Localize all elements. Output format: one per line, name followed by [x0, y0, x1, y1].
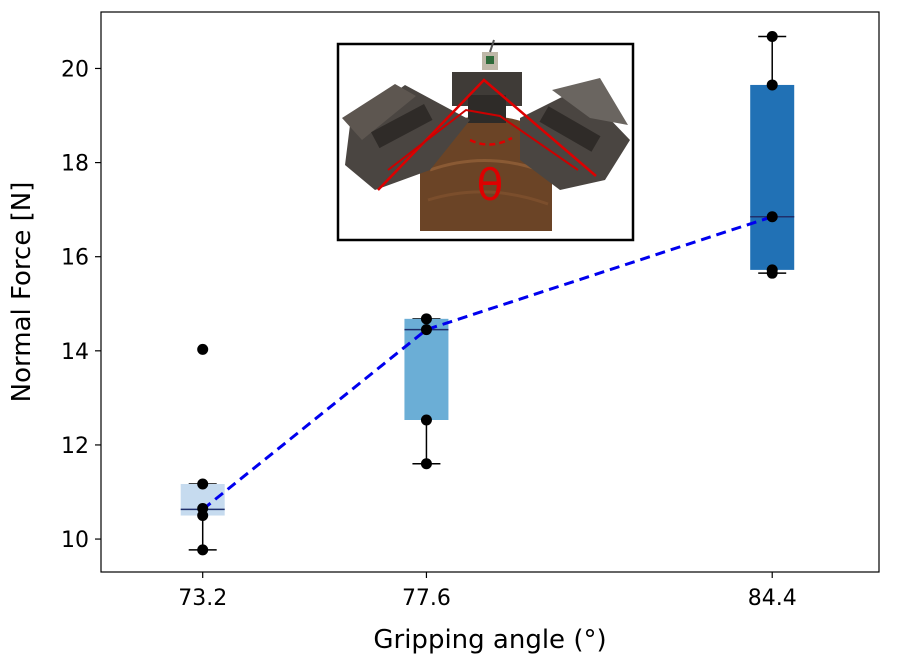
- y-tick-label: 18: [61, 152, 89, 177]
- y-tick-label: 12: [61, 434, 89, 459]
- y-tick-label: 10: [61, 528, 89, 553]
- y-axis-label: Normal Force [N]: [7, 182, 37, 403]
- theta-label: θ: [477, 160, 504, 211]
- data-point: [197, 478, 209, 490]
- x-tick-label: 84.4: [748, 586, 797, 611]
- data-point: [197, 544, 209, 556]
- x-tick-label: 73.2: [178, 586, 227, 611]
- data-point: [197, 510, 209, 522]
- gripper-photo-inset: θ: [336, 39, 635, 242]
- plot-area: 10 12 14 16 18 20 73.2 77.6 84.4 Gripping angle (…: [7, 11, 880, 655]
- data-point: [766, 79, 778, 91]
- data-point: [420, 414, 432, 426]
- data-point: [420, 324, 432, 336]
- data-point: [766, 267, 778, 279]
- box-84.4: [750, 84, 795, 270]
- data-point: [420, 313, 432, 325]
- median-trend-line: [201, 215, 773, 511]
- y-tick-label: 16: [61, 246, 89, 271]
- y-tick-label: 20: [61, 57, 89, 82]
- x-tick-label: 77.6: [402, 586, 451, 611]
- data-point: [420, 458, 432, 470]
- y-tick-label: 14: [61, 340, 89, 365]
- data-point: [766, 30, 778, 42]
- box-77.6: [404, 318, 449, 420]
- data-point: [197, 343, 209, 355]
- data-point: [766, 211, 778, 223]
- axes-frame: [100, 11, 880, 573]
- gripper-photo-icon: [342, 39, 630, 231]
- x-axis-label: Gripping angle (°): [373, 625, 606, 655]
